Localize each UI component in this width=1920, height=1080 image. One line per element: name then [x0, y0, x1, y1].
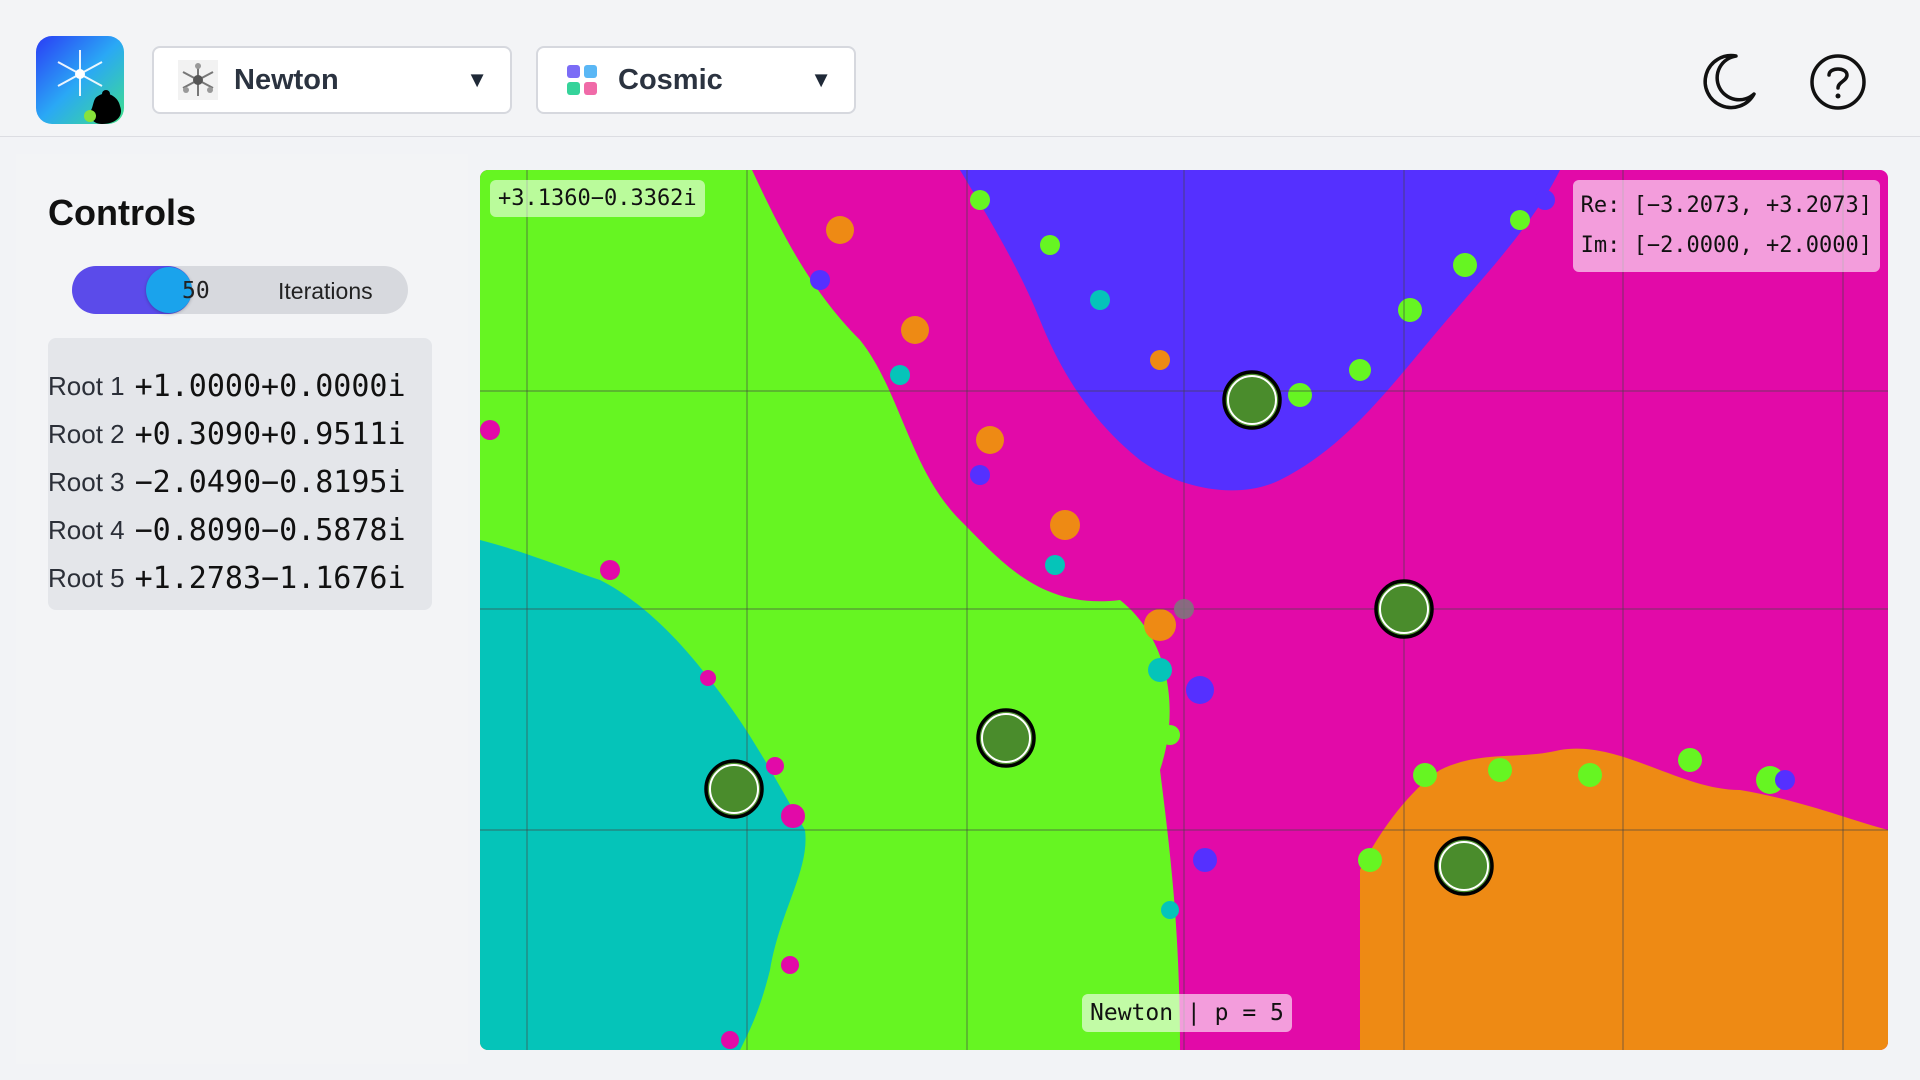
- theme-toggle-button[interactable]: [1696, 50, 1760, 114]
- palette-dropdown[interactable]: Cosmic ▼: [536, 46, 856, 114]
- boundary-blobs: [480, 190, 1795, 1049]
- root-value: +0.3090+0.9511i: [134, 416, 406, 452]
- chevron-down-icon: ▼: [466, 67, 488, 92]
- re-range: Re: [−3.2073, +3.2073]: [1580, 193, 1872, 218]
- root-marker-4: [976, 708, 1036, 768]
- fractal-status-label: Newton | p = 5: [1082, 994, 1292, 1032]
- iterations-value: 50: [182, 278, 210, 304]
- basin-teal: [480, 540, 806, 1050]
- root-value: +1.2783−1.1676i: [134, 560, 406, 596]
- root-label: Root 3: [48, 466, 125, 497]
- fractal-type-label: Newton: [234, 63, 339, 96]
- root-marker-1: [1374, 579, 1434, 639]
- iterations-label: Iterations: [278, 278, 373, 304]
- help-button[interactable]: [1808, 52, 1868, 112]
- newton-fractal-icon: [178, 60, 218, 100]
- fractal-type-dropdown[interactable]: Newton ▼: [152, 46, 512, 114]
- fractal-render: [480, 170, 1888, 1050]
- list-item: Root 1 +1.0000+0.0000i: [48, 362, 432, 410]
- origin-marker: [1174, 599, 1194, 619]
- fractal-canvas[interactable]: +3.1360−0.3362i Re: [−3.2073, +3.2073] I…: [480, 170, 1888, 1050]
- root-marker-5: [1434, 836, 1494, 896]
- question-circle-icon: [1810, 54, 1866, 110]
- root-label: Root 1: [48, 370, 125, 401]
- palette-grid-icon: [562, 60, 602, 100]
- basin-blue: [960, 170, 1560, 491]
- root-label: Root 2: [48, 418, 125, 449]
- grid-lines: [480, 170, 1888, 1050]
- root-marker-2: [1222, 370, 1282, 430]
- iterations-slider[interactable]: 50 Iterations: [72, 266, 408, 314]
- root-label: Root 4: [48, 514, 125, 545]
- mandelbrot-logo-icon[interactable]: [36, 36, 124, 124]
- moon-icon: [1703, 53, 1756, 110]
- basin-orange: [1360, 748, 1888, 1050]
- chevron-down-icon: ▼: [810, 67, 832, 92]
- list-item: Root 2 +0.3090+0.9511i: [48, 410, 432, 458]
- root-value: +1.0000+0.0000i: [134, 368, 406, 404]
- root-value: −2.0490−0.8195i: [134, 464, 406, 500]
- root-value: −0.8090−0.5878i: [134, 512, 406, 548]
- list-item: Root 5 +1.2783−1.1676i: [48, 554, 432, 602]
- list-item: Root 4 −0.8090−0.5878i: [48, 506, 432, 554]
- roots-list: Root 1 +1.0000+0.0000i Root 2 +0.3090+0.…: [48, 338, 432, 610]
- cursor-coordinate-readout: +3.1360−0.3362i: [490, 180, 705, 217]
- root-marker-3: [704, 759, 764, 819]
- slider-thumb[interactable]: [146, 267, 192, 313]
- controls-title: Controls: [48, 192, 196, 233]
- view-range-box: Re: [−3.2073, +3.2073] Im: [−2.0000, +2.…: [1572, 180, 1880, 272]
- palette-label: Cosmic: [618, 63, 723, 96]
- app-header: Newton ▼ Cosmic ▼: [0, 0, 1920, 137]
- im-range: Im: [−2.0000, +2.0000]: [1580, 233, 1872, 258]
- root-label: Root 5: [48, 562, 125, 593]
- list-item: Root 3 −2.0490−0.8195i: [48, 458, 432, 506]
- root-markers: [704, 370, 1494, 896]
